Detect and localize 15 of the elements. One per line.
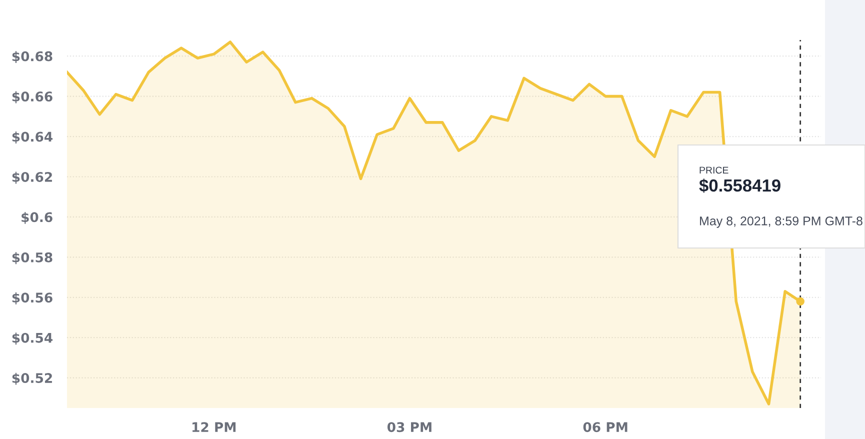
y-tick-label: $0.64 (12, 132, 53, 144)
y-tick-label: $0.56 (12, 292, 52, 304)
annotation: $0.558419 (699, 178, 780, 193)
annotation: PRICE (700, 166, 728, 174)
x-tick-label: 03 PM (387, 422, 432, 432)
y-tick-label: $0.66 (12, 91, 52, 104)
x-tick-label: 06 PM (583, 422, 628, 432)
annotation: May 8, 2021, 8:59 PM GMT-8 (700, 216, 862, 228)
x-tick-label: 12 PM (192, 422, 236, 432)
y-tick-label: $0.58 (12, 252, 52, 264)
y-tick-label: $0.62 (12, 172, 52, 184)
y-tick-label: $0.6 (22, 212, 52, 224)
y-tick-label: $0.52 (12, 372, 52, 385)
y-tick-label: $0.68 (12, 51, 52, 64)
y-tick-label: $0.54 (12, 332, 53, 345)
